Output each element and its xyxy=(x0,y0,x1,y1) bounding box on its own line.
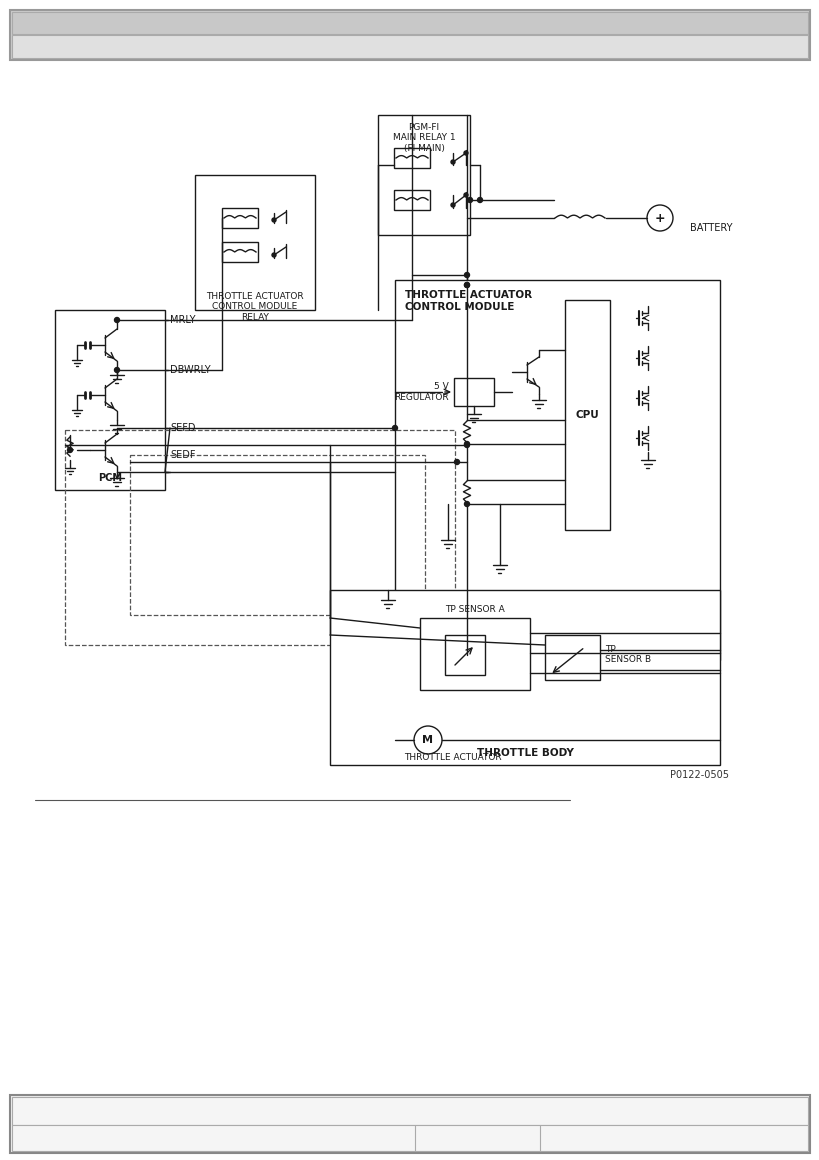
Circle shape xyxy=(464,151,468,155)
Circle shape xyxy=(392,426,397,430)
Bar xyxy=(130,455,424,615)
Circle shape xyxy=(464,283,469,288)
Bar xyxy=(222,242,258,262)
Text: MRLY: MRLY xyxy=(170,316,195,325)
Bar xyxy=(329,590,719,764)
Circle shape xyxy=(464,442,469,448)
Bar xyxy=(222,208,258,229)
Bar xyxy=(378,115,469,235)
Circle shape xyxy=(272,253,276,258)
Circle shape xyxy=(477,197,482,203)
Circle shape xyxy=(67,448,72,452)
Circle shape xyxy=(115,368,120,372)
Text: THROTTLE ACTUATOR
CONTROL MODULE
RELAY: THROTTLE ACTUATOR CONTROL MODULE RELAY xyxy=(206,292,304,321)
Text: PGM-FI
MAIN RELAY 1
(FI MAIN): PGM-FI MAIN RELAY 1 (FI MAIN) xyxy=(392,123,455,153)
Text: TP SENSOR A: TP SENSOR A xyxy=(445,606,505,615)
Text: SEDF: SEDF xyxy=(170,450,195,461)
Bar xyxy=(564,300,609,530)
Circle shape xyxy=(464,501,469,507)
Circle shape xyxy=(115,318,120,322)
Bar xyxy=(12,12,807,34)
Circle shape xyxy=(464,193,468,197)
Bar xyxy=(195,175,314,310)
Circle shape xyxy=(450,160,455,164)
Circle shape xyxy=(464,442,469,447)
Text: +: + xyxy=(654,211,664,225)
Bar xyxy=(419,618,529,690)
Bar xyxy=(10,1095,809,1153)
Bar xyxy=(393,190,429,210)
Bar xyxy=(65,430,455,645)
Bar xyxy=(55,310,165,490)
Text: 5 V
REGULATOR: 5 V REGULATOR xyxy=(394,383,449,401)
Text: THROTTLE BODY: THROTTLE BODY xyxy=(476,748,572,757)
Circle shape xyxy=(454,459,459,464)
Text: TP
SENSOR B: TP SENSOR B xyxy=(604,645,650,665)
Circle shape xyxy=(464,283,469,288)
Bar xyxy=(545,635,600,680)
Circle shape xyxy=(467,197,472,203)
Circle shape xyxy=(464,273,469,277)
Bar xyxy=(445,635,484,675)
Text: P0122-0505: P0122-0505 xyxy=(669,770,728,780)
Bar xyxy=(12,1097,807,1125)
Text: DBWRLY: DBWRLY xyxy=(170,365,210,375)
Circle shape xyxy=(272,218,276,222)
Text: SEFD: SEFD xyxy=(170,423,195,433)
Text: PCM: PCM xyxy=(98,473,122,483)
Bar xyxy=(393,148,429,168)
Text: BATTERY: BATTERY xyxy=(689,223,731,233)
Bar xyxy=(395,280,719,660)
Text: THROTTLE ACTUATOR
CONTROL MODULE: THROTTLE ACTUATOR CONTROL MODULE xyxy=(405,290,532,312)
Text: CPU: CPU xyxy=(574,409,598,420)
Bar xyxy=(454,378,493,406)
Bar xyxy=(12,35,807,58)
Bar xyxy=(12,1125,807,1151)
Bar xyxy=(10,10,809,60)
Text: M: M xyxy=(422,735,433,745)
Text: THROTTLE ACTUATOR: THROTTLE ACTUATOR xyxy=(404,754,501,762)
Circle shape xyxy=(450,203,455,206)
